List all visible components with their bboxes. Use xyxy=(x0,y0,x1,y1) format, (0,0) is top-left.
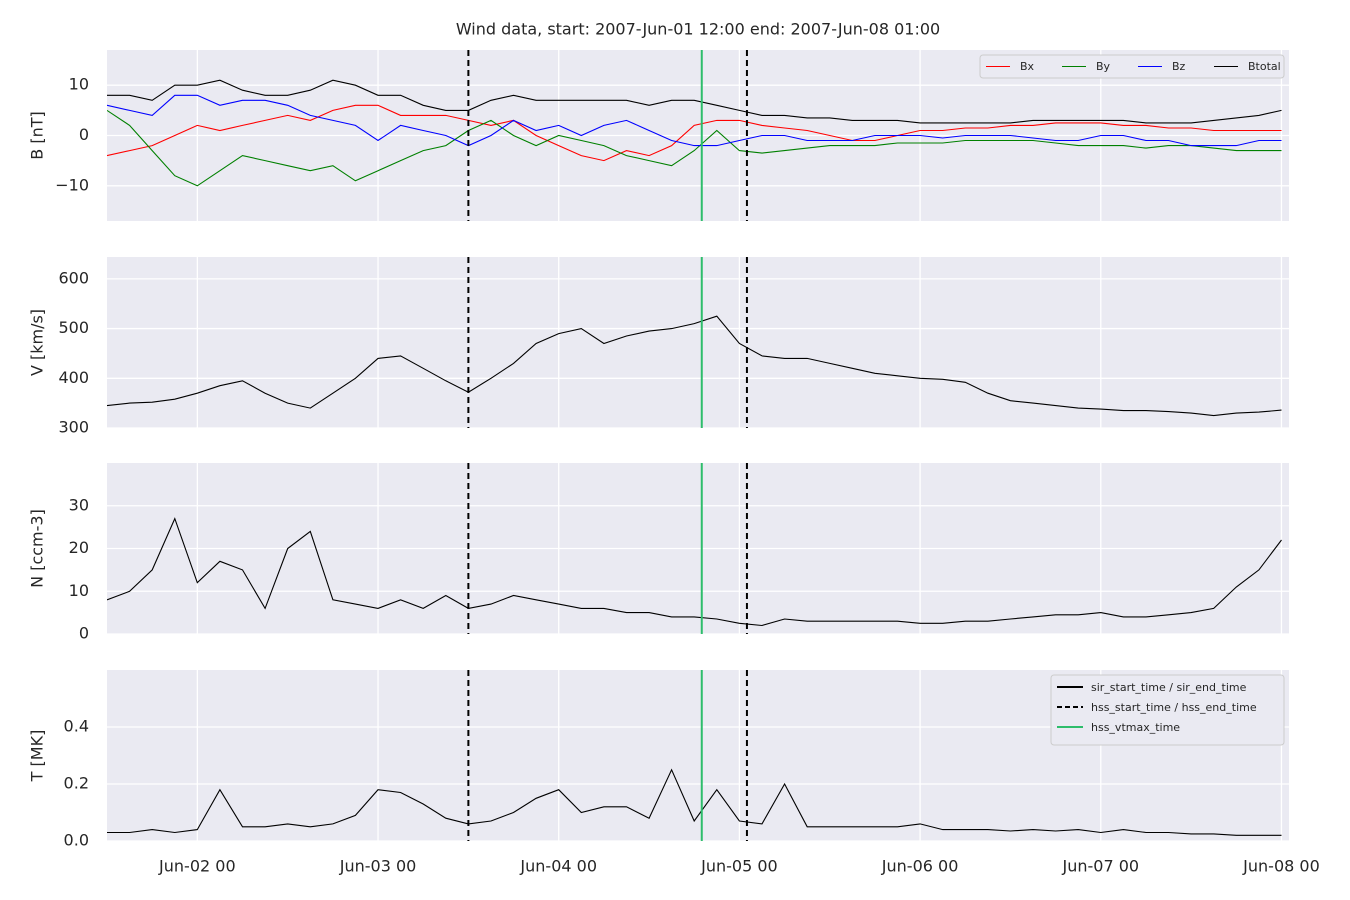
y-axis-label: V [km/s] xyxy=(28,309,47,376)
figure-title: Wind data, start: 2007-Jun-01 12:00 end:… xyxy=(456,20,940,39)
plot-area xyxy=(107,768,1282,836)
y-tick-label: 10 xyxy=(69,75,89,94)
data-line xyxy=(107,94,1282,147)
data-line xyxy=(107,109,1282,187)
y-tick-label: 500 xyxy=(58,318,89,337)
y-tick-label: 300 xyxy=(58,418,89,437)
data-line xyxy=(107,517,1282,627)
legend-label: Bx xyxy=(1020,60,1035,73)
y-tick-label: 600 xyxy=(58,268,89,287)
y-tick-label: 20 xyxy=(69,538,89,557)
x-tick-label: Jun-07 00 xyxy=(1061,857,1139,876)
y-axis-label: N [ccm-3] xyxy=(28,509,47,588)
y-tick-label: 0 xyxy=(79,125,89,144)
plot-area xyxy=(107,79,1282,187)
y-axis-label: B [nT] xyxy=(28,111,47,159)
y-tick-label: 0.2 xyxy=(64,774,89,793)
data-line xyxy=(107,768,1282,836)
x-tick-label: Jun-08 00 xyxy=(1242,857,1320,876)
legend-box xyxy=(1050,674,1285,746)
y-tick-label: −10 xyxy=(55,175,89,194)
legend-label: hss_vtmax_time xyxy=(1091,721,1180,734)
x-tick-label: Jun-05 00 xyxy=(700,857,778,876)
panel-background xyxy=(107,257,1289,428)
x-tick-label: Jun-06 00 xyxy=(881,857,959,876)
x-tick-label: Jun-04 00 xyxy=(519,857,597,876)
data-line xyxy=(107,315,1282,417)
legend-label: Bz xyxy=(1172,60,1186,73)
y-tick-label: 0.4 xyxy=(64,717,89,736)
y-tick-label: 0.0 xyxy=(64,831,89,850)
y-tick-label: 30 xyxy=(69,495,89,514)
y-tick-label: 10 xyxy=(69,581,89,600)
legend-box xyxy=(979,54,1285,79)
legend-label: By xyxy=(1096,60,1111,73)
x-tick-label: Jun-03 00 xyxy=(339,857,417,876)
legend-label: sir_start_time / sir_end_time xyxy=(1091,681,1247,694)
data-line xyxy=(107,104,1282,162)
plot-area xyxy=(107,517,1282,627)
y-tick-label: 400 xyxy=(58,368,89,387)
data-line xyxy=(107,79,1282,124)
y-tick-label: 0 xyxy=(79,624,89,643)
plot-area xyxy=(107,315,1282,417)
y-axis-label: T [MK] xyxy=(28,730,47,783)
legend-label: hss_start_time / hss_end_time xyxy=(1091,701,1257,714)
x-tick-label: Jun-02 00 xyxy=(158,857,236,876)
legend-label: Btotal xyxy=(1248,60,1281,73)
